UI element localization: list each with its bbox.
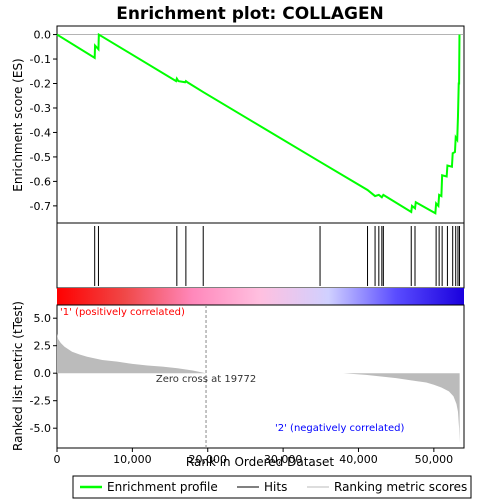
top-ytick-label: 0.0	[34, 29, 52, 42]
xtick-label: 50,000	[415, 453, 454, 466]
zero-cross-label: Zero cross at 19772	[156, 374, 256, 385]
bottom-panel-xlabel: Rank in Ordered Dataset	[186, 455, 334, 469]
bottom-ytick-label: 2.5	[34, 340, 52, 353]
top-ytick-label: -0.3	[30, 102, 51, 115]
bottom-panel-x-ticks: 0 10,000 20,000 30,000 40,000 50,000	[54, 448, 454, 466]
top-ytick-label: -0.5	[30, 151, 51, 164]
bottom-ytick-label: -2.5	[30, 395, 51, 408]
legend: Enrichment profile Hits Ranking metric sco…	[80, 480, 467, 494]
top-ytick-label: -0.1	[30, 53, 51, 66]
legend-label: Ranking metric scores	[334, 480, 467, 494]
top-ytick-label: -0.6	[30, 175, 51, 188]
bottom-panel-ylabel: Ranked list metric (tTest)	[11, 301, 25, 451]
top-panel-ylabel: Enrichment score (ES)	[11, 58, 25, 191]
xtick-label: 10,000	[113, 453, 152, 466]
legend-label: Enrichment profile	[107, 480, 218, 494]
bottom-panel-frame	[56, 304, 465, 449]
legend-label: Hits	[264, 480, 287, 494]
legend-box	[72, 475, 472, 499]
xtick-label: 0	[54, 453, 61, 466]
enrichment-profile-line	[56, 32, 461, 215]
positive-correlation-label: '1' (positively correlated)	[60, 307, 185, 318]
bottom-panel-y-ticks: 5.0 2.5 0.0 -2.5 -5.0	[30, 312, 57, 435]
top-ytick-label: -0.4	[30, 126, 51, 139]
xtick-label: 40,000	[339, 453, 378, 466]
hits-group	[94, 226, 460, 286]
xtick-label: 30,000	[264, 453, 303, 466]
negative-correlation-label: '2' (negatively correlated)	[275, 423, 404, 434]
top-ytick-label: -0.7	[30, 200, 51, 213]
bottom-ytick-label: 5.0	[34, 312, 52, 325]
bottom-ytick-label: -5.0	[30, 422, 51, 435]
ranking-color-bar	[57, 288, 464, 305]
top-ytick-label: -0.2	[30, 78, 51, 91]
chart-title: Enrichment plot: COLLAGEN	[116, 4, 384, 24]
xtick-label: 20,000	[188, 453, 227, 466]
top-panel-y-ticks: 0.0 -0.1 -0.2 -0.3 -0.4 -0.5 -0.6 -0.7	[30, 29, 57, 213]
bottom-ytick-label: 0.0	[34, 367, 52, 380]
